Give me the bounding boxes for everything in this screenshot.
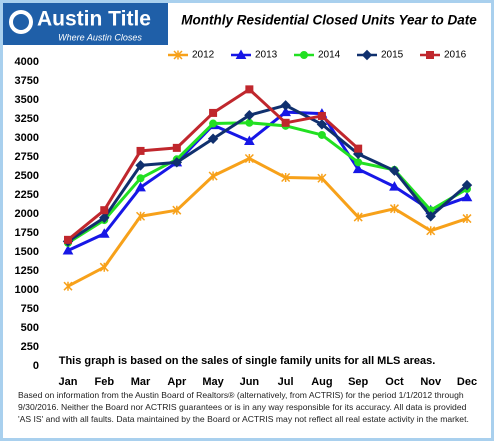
legend-label: 2015 [381,50,404,61]
y-tick-label: 750 [21,303,39,315]
y-tick-label: 3000 [15,132,39,144]
legend-label: 2014 [318,50,341,61]
x-tick-label: Dec [457,376,477,388]
y-tick-label: 1000 [15,284,39,296]
x-tick-label: Sep [348,376,368,388]
marker [136,146,145,155]
marker [173,50,183,60]
marker [64,235,72,244]
marker [425,211,436,222]
marker [281,118,290,127]
marker [361,49,373,61]
y-tick-label: 3500 [15,94,39,106]
x-tick-label: Feb [94,376,114,388]
marker [426,51,434,59]
y-tick-label: 500 [21,322,39,334]
x-tick-label: Mar [131,376,151,388]
marker [389,165,400,176]
marker [352,163,364,174]
y-tick-label: 2750 [15,151,39,163]
marker [63,281,73,291]
marker [316,119,328,130]
brand-tagline: Where Austin Closes [58,32,142,42]
legend-label: 2016 [444,50,467,61]
marker [461,191,473,202]
x-tick-label: Jul [278,376,294,388]
marker [354,158,363,167]
series-line [67,103,468,243]
logo-globe-inner [13,14,29,30]
marker [317,173,327,183]
series-line [67,157,468,288]
marker [136,211,146,221]
legend-label: 2013 [255,50,278,61]
marker [389,204,399,214]
marker [62,244,74,255]
marker [244,135,255,146]
marker [300,51,308,59]
y-tick-label: 3250 [15,113,39,125]
marker [100,206,109,215]
marker [99,262,109,272]
marker [209,108,218,117]
marker [98,228,110,238]
y-tick-label: 1250 [15,265,39,277]
series-line [67,110,468,252]
marker [353,212,363,222]
marker [317,111,326,120]
marker [207,133,219,144]
y-tick-label: 1750 [15,227,39,239]
marker [461,179,473,191]
marker [354,144,363,153]
y-tick-label: 2250 [15,189,39,201]
y-tick-label: 2500 [15,170,39,182]
marker [244,153,254,164]
marker [135,160,146,171]
marker [317,130,326,139]
marker [136,174,145,183]
marker [389,181,400,191]
marker [208,171,218,181]
x-tick-label: Oct [385,376,404,388]
marker [426,226,436,236]
y-tick-label: 0 [33,360,39,372]
x-tick-label: Jun [240,376,260,388]
marker [172,205,182,215]
y-tick-label: 3750 [15,75,39,87]
marker [281,172,291,183]
y-tick-label: 250 [21,341,39,353]
marker [280,106,291,117]
marker [280,100,291,111]
chart-title: Monthly Residential Closed Units Year to… [181,13,477,28]
chart: Austin Title Where Austin Closes Monthly… [3,3,477,388]
marker [171,157,183,168]
marker [99,212,110,224]
y-tick-label: 4000 [15,56,39,68]
marker [209,119,218,128]
x-tick-label: Aug [311,376,332,388]
x-tick-label: Apr [167,376,187,388]
source-note: Based on information from the Austin Boa… [18,390,469,424]
marker [172,143,181,152]
y-tick-label: 2000 [15,208,39,220]
note: This graph is based on the sales of sing… [59,355,436,367]
brand-name: Austin Title [37,8,151,31]
marker [135,181,146,192]
x-tick-label: Nov [420,376,442,388]
x-tick-label: May [202,376,224,388]
marker [462,214,472,224]
marker [245,85,254,94]
marker [235,49,247,59]
legend-label: 2012 [192,50,215,61]
marker [244,109,255,121]
x-tick-label: Jan [59,376,78,388]
y-tick-label: 1500 [15,246,39,258]
